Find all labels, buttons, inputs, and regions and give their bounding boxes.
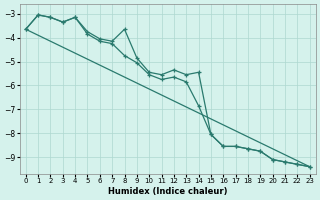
- X-axis label: Humidex (Indice chaleur): Humidex (Indice chaleur): [108, 187, 228, 196]
